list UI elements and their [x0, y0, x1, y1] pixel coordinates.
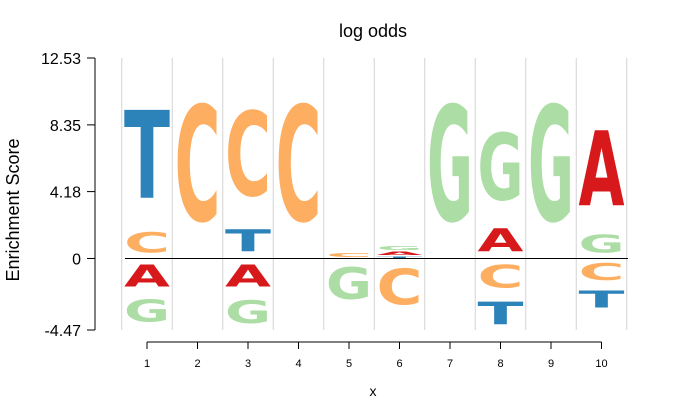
- svg-text:G: G: [579, 230, 625, 258]
- svg-text:G: G: [124, 294, 170, 329]
- svg-text:G: G: [326, 258, 372, 309]
- logo-letter-T: T: [478, 296, 524, 332]
- x-tick-label: 7: [447, 358, 453, 370]
- x-axis-label: x: [370, 383, 377, 399]
- logo-letter-C: C: [174, 74, 220, 258]
- svg-text:C: C: [326, 252, 372, 258]
- svg-text:A: A: [225, 259, 272, 294]
- y-tick-label: 4.18: [50, 185, 81, 202]
- svg-text:T: T: [124, 87, 170, 228]
- logo-letter-C: C: [478, 259, 524, 296]
- svg-text:T: T: [225, 224, 271, 259]
- svg-text:C: C: [478, 259, 524, 296]
- svg-text:G: G: [528, 75, 574, 259]
- x-tick-label: 10: [595, 358, 607, 370]
- logo-letter-C: C: [124, 227, 170, 259]
- logo-letter-T: T: [578, 286, 625, 313]
- x-tick-label: 8: [497, 358, 503, 370]
- logo-letter-G: G: [528, 75, 574, 259]
- logo-letter-T: T: [124, 87, 170, 228]
- svg-text:C: C: [174, 74, 220, 258]
- logo-letter-C: C: [275, 74, 321, 258]
- svg-text:A: A: [377, 251, 424, 256]
- x-tick-label: 3: [245, 358, 251, 370]
- x-tick-label: 2: [194, 358, 200, 370]
- y-axis-label: Enrichment Score: [3, 138, 23, 281]
- logo-letter-G: G: [225, 294, 271, 331]
- svg-text:G: G: [478, 115, 524, 221]
- svg-text:T: T: [377, 256, 424, 258]
- svg-text:G: G: [225, 294, 271, 331]
- svg-text:C: C: [377, 260, 423, 317]
- svg-text:A: A: [478, 222, 524, 258]
- logo-letter-G: G: [124, 294, 170, 329]
- logo-letter-G: G: [579, 230, 625, 258]
- logo-letter-G: G: [326, 258, 372, 309]
- logo-letter-A: A: [225, 259, 272, 294]
- x-tick-label: 9: [548, 358, 554, 370]
- y-tick-label: 12.53: [41, 51, 81, 68]
- y-tick-label: 8.35: [50, 118, 81, 135]
- logo-letter-C: C: [225, 88, 271, 224]
- logo-letter-T: T: [225, 224, 271, 259]
- chart-title: log odds: [339, 21, 407, 41]
- x-tick-label: 4: [295, 358, 301, 370]
- grid-lines: [121, 58, 628, 330]
- logo-letter-A: A: [377, 251, 424, 256]
- y-tick-label: -4.47: [45, 323, 82, 340]
- logo-letter-G: G: [377, 245, 423, 251]
- svg-text:C: C: [578, 259, 624, 286]
- svg-text:A: A: [124, 259, 171, 294]
- logo-letter-C: C: [578, 259, 624, 286]
- svg-text:C: C: [275, 74, 321, 258]
- logo-letter-C: C: [326, 252, 372, 258]
- svg-text:C: C: [124, 227, 170, 259]
- x-tick-label: 1: [144, 358, 150, 370]
- logo-letter-T: T: [377, 256, 424, 258]
- x-tick-label: 5: [346, 358, 352, 370]
- svg-text:T: T: [478, 296, 524, 332]
- logo-letter-C: C: [377, 260, 423, 317]
- logo-letter-G: G: [478, 115, 524, 221]
- logo-letter-A: A: [478, 222, 524, 258]
- x-tick-label: 6: [396, 358, 402, 370]
- logo-letter-G: G: [427, 75, 473, 259]
- svg-text:G: G: [427, 75, 473, 259]
- svg-text:C: C: [225, 88, 271, 224]
- axes: 12.53 8.35 4.18 0 -4.47 1 2 3 4 5 6 7 8 9 10: [41, 51, 628, 370]
- svg-text:G: G: [377, 245, 423, 251]
- y-tick-label: 0: [72, 251, 81, 268]
- logo-letter-A: A: [124, 259, 171, 294]
- svg-text:A: A: [579, 110, 625, 230]
- svg-text:T: T: [578, 286, 625, 313]
- logo-letter-A: A: [579, 110, 625, 230]
